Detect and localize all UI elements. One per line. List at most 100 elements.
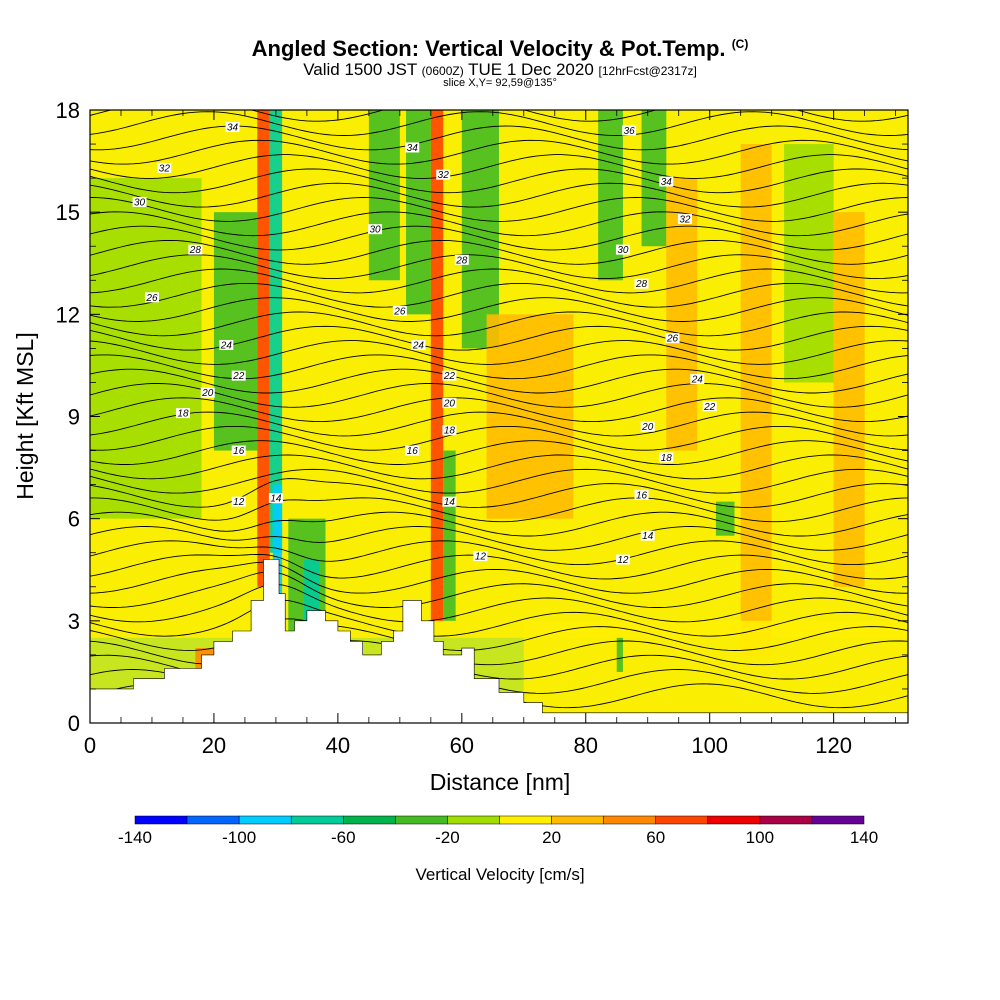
y-tick-label: 6 [68,507,80,532]
colorbar-swatch [343,815,396,825]
x-tick-label: 80 [574,733,598,758]
contour-label-bg [200,387,215,398]
shading-region [368,110,400,281]
isentrope-line [90,368,908,394]
x-tick-label: 60 [450,733,474,758]
isentrope-line [90,197,908,222]
contour-label-bg [640,530,655,541]
contour-label: 12 [233,497,245,508]
x-tick-label: 20 [202,733,226,758]
terrain-mask [90,559,908,723]
isentrope-line [90,497,908,523]
y-tick-label: 15 [56,200,80,225]
colorbar-tick-label: -20 [435,828,460,847]
y-tick-label: 3 [68,609,80,634]
isentrope-line [90,540,908,566]
contour-label: 16 [233,446,245,457]
contour-label: 32 [438,170,450,181]
isentrope-line [90,511,908,537]
contour-label: 26 [145,293,158,304]
copyright-mark: (C) [731,37,749,51]
shading-region [715,501,735,536]
isentrope-line [90,583,908,623]
valid-date: TUE 1 Dec 2020 [468,60,594,79]
contour-label-bg [219,339,234,350]
colorbar-swatch [603,815,656,825]
contour-label-bg [615,244,630,255]
isentrope-line [90,354,908,380]
contour-label-bg [622,125,637,136]
slice-info: slice X,Y= 92,59@135° [443,77,557,89]
contour-label: 24 [412,340,425,351]
chart-title: Angled Section: Vertical Velocity & Pot.… [0,36,1000,62]
contour-label: 28 [189,245,202,256]
contour-label: 30 [617,245,629,256]
colorbar-swatch [499,815,552,825]
shading-region [257,110,270,587]
contour-label: 26 [666,334,679,345]
contour-label: 30 [369,225,381,236]
contour-label: 16 [636,490,648,501]
contour-label-bg [454,254,469,265]
isentrope-line [90,599,908,637]
isentrope-line [90,182,908,208]
colorbar-title: Vertical Velocity [cm/s] [415,865,584,884]
colorbar-tick-label: 140 [850,828,878,847]
isentrope-line [90,268,908,294]
contour-label: 32 [679,214,691,225]
contour-label: 22 [232,371,245,382]
contour-label-bg [665,333,680,344]
velocity-shading [90,110,908,723]
shading-region [90,178,202,519]
shading-region [486,314,574,519]
colorbar-tick-label: -60 [331,828,356,847]
contour-label: 14 [642,531,654,542]
contour-label: 24 [220,340,233,351]
terrain-area [90,559,908,723]
contour-label-bg [442,425,457,436]
contour-label: 30 [134,197,146,208]
colorbar: -140 -100 -60 -20 20 60 100 140 [118,815,878,847]
valid-time-utc: (0600Z) [421,64,464,78]
contour-label: 20 [641,422,654,433]
contour-label: 12 [617,555,629,566]
contour-label-bg [615,554,630,565]
contour-label-bg [132,196,147,207]
colorbar-tick-label: 60 [646,828,665,847]
contour-label-bg [442,397,457,408]
colorbar-swatch [447,815,500,825]
isentrope-line [90,478,908,508]
x-axis-title: Distance [nm] [430,769,571,795]
isentrope-line [90,454,908,480]
y-tick-label: 12 [56,302,80,327]
colorbar-swatch [186,815,240,825]
colorbar-tick-label: -100 [222,828,256,847]
isentrope-line [90,383,908,408]
contour-label: 18 [177,409,189,420]
isentrope-line [90,297,908,322]
contour-label-bg [634,278,649,289]
shading-region [523,620,908,713]
contour-label: 16 [407,446,419,457]
contour-label-bg [231,496,246,507]
isentrope-line [90,425,908,451]
contour-label-bg [268,493,283,504]
contour-label-bg [368,224,383,235]
contour-label: 14 [444,497,456,508]
isentrope-line [90,154,908,179]
isentrope-contours [90,110,908,709]
contour-label: 22 [703,402,716,413]
contour-label: 12 [475,552,487,563]
contour-label-bg [175,408,190,419]
y-axis-title: Height [Kft MSL] [12,332,38,499]
contour-label: 26 [393,306,406,317]
shading-region [272,484,283,604]
isentrope-line [90,168,908,194]
contour-label: 34 [407,143,419,154]
isentrope-line [90,561,908,594]
contour-label: 18 [444,426,456,437]
contour-label-bg [442,370,457,381]
contour-label-bg [392,305,407,316]
contour-label-bg [702,401,717,412]
